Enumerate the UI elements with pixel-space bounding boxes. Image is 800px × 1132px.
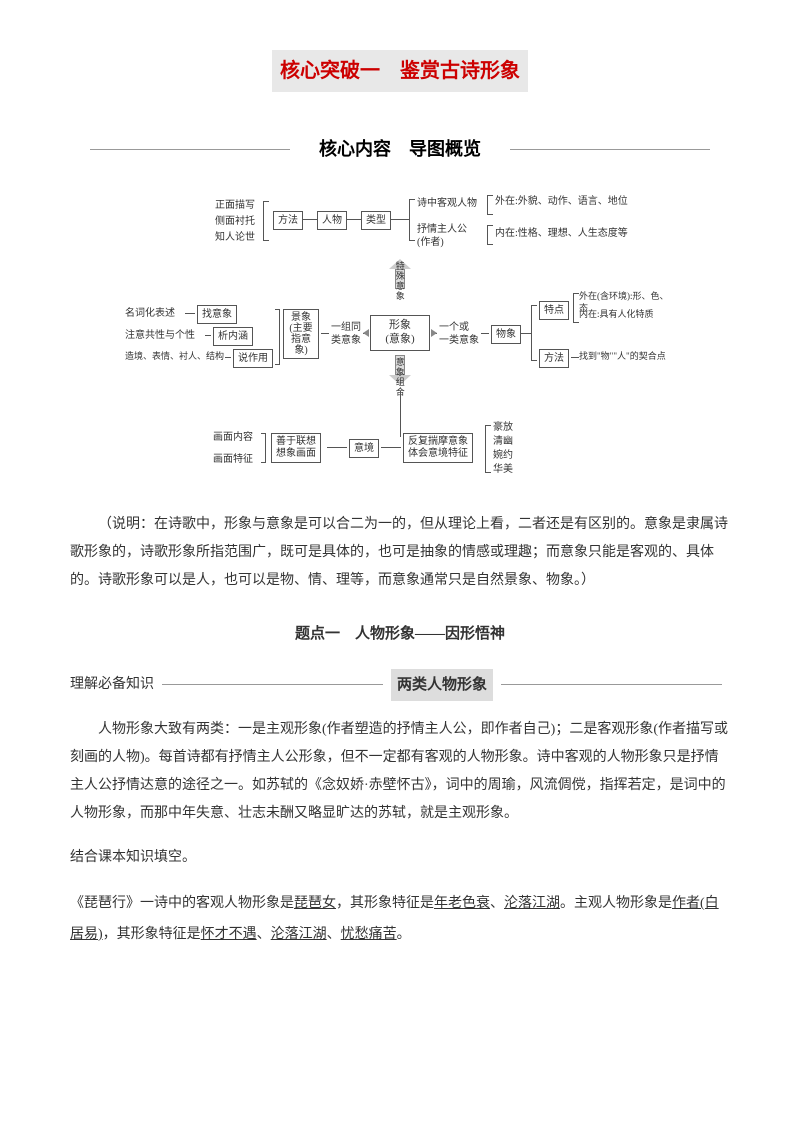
yijing-box: 意境 xyxy=(349,439,379,458)
arrow-left-icon xyxy=(363,329,369,337)
b2: 画面特征 xyxy=(213,453,253,466)
bbox2: 反复揣摩意象 体会意境特征 xyxy=(403,433,473,463)
u: 沦落江湖 xyxy=(271,927,327,942)
t: 。主观人物形象是 xyxy=(560,896,672,911)
top-left-1: 正面描写 xyxy=(215,199,255,212)
t: ，其形象特征是 xyxy=(336,896,434,911)
t: 、 xyxy=(257,927,271,942)
l1: 名词化表述 xyxy=(125,307,175,320)
br3: 婉约 xyxy=(493,449,513,462)
u: 怀才不遇 xyxy=(201,927,257,942)
t: 。 xyxy=(397,927,411,942)
person-box: 人物 xyxy=(317,211,347,230)
br4: 华美 xyxy=(493,463,513,476)
l2: 注意共性与个性 xyxy=(125,329,195,342)
section-heading: 核心内容 导图概览 xyxy=(70,132,730,166)
arrow-right-icon xyxy=(431,329,437,337)
t: 、 xyxy=(490,896,504,911)
br1: 豪放 xyxy=(493,421,513,434)
fill-prompt: 结合课本知识填空。 xyxy=(70,843,730,874)
group-label: 一组同 类意象 xyxy=(331,321,361,347)
method-box2: 方法 xyxy=(539,349,569,368)
body-paragraph: 人物形象大致有两类：一是主观形象(作者塑造的抒情主人公，即作者自己)；二是客观形… xyxy=(70,716,730,828)
obj-person: 诗中客观人物 xyxy=(417,197,477,210)
lb2: 析内涵 xyxy=(213,327,253,346)
section-band: 理解必备知识 两类人物形象 xyxy=(70,669,730,702)
lb3: 说作用 xyxy=(233,349,273,368)
object-box: 物象 xyxy=(491,325,521,344)
top-left-3: 知人论世 xyxy=(215,231,255,244)
b1: 画面内容 xyxy=(213,431,253,444)
band-label: 理解必备知识 xyxy=(70,672,154,699)
l3: 造境、表情、衬人、结构 xyxy=(125,351,224,363)
vert-bottom: 意象组合 xyxy=(393,357,405,397)
lb1: 找意象 xyxy=(197,305,237,324)
t: 《琵琶行》一诗中的客观人物形象是 xyxy=(70,896,294,911)
method-detail: 找到"物""人"的契合点 xyxy=(579,351,666,363)
u: 沦落江湖 xyxy=(504,896,560,911)
band-box: 两类人物形象 xyxy=(391,669,493,702)
u: 忧愁痛苦 xyxy=(341,927,397,942)
center-label: 形象 (意象) xyxy=(385,319,414,345)
u: 年老色衰 xyxy=(434,896,490,911)
page-title: 核心突破一 鉴赏古诗形象 xyxy=(272,50,528,92)
topic-title: 题点一 人物形象——因形悟神 xyxy=(70,620,730,649)
concept-diagram: 形象 (意象) 正面描写 侧面衬托 知人论世 方法 人物 类型 诗中客观人物 抒… xyxy=(125,181,675,501)
bbox1: 善于联想 想象画面 xyxy=(271,433,321,463)
feature-box: 特点 xyxy=(539,301,569,320)
inner-desc: 内在:性格、理想、人生态度等 xyxy=(495,227,628,240)
explanation-paragraph: （说明：在诗歌中，形象与意象是可以合二为一的，但从理论上看，二者还是有区别的。意… xyxy=(70,511,730,595)
feat-in: 内在:具有人化特质 xyxy=(579,309,654,321)
method-box: 方法 xyxy=(273,211,303,230)
fill-answer: 《琵琶行》一诗中的客观人物形象是琵琶女，其形象特征是年老色衰、沦落江湖。主观人物… xyxy=(70,889,730,951)
one-label: 一个或 一类意象 xyxy=(439,321,479,347)
outer-desc: 外在:外貌、动作、语言、地位 xyxy=(495,195,628,208)
t: 、 xyxy=(327,927,341,942)
subj-person: 抒情主人公 (作者) xyxy=(417,223,467,249)
type-box: 类型 xyxy=(361,211,391,230)
t: ，其形象特征是 xyxy=(103,927,201,942)
br2: 清幽 xyxy=(493,435,513,448)
top-left-2: 侧面衬托 xyxy=(215,215,255,228)
scene-box: 景象 (主要 指意 象) xyxy=(283,309,319,359)
center-node: 形象 (意象) xyxy=(370,315,430,351)
vert-top: 特殊意象 xyxy=(393,261,405,301)
u: 琵琶女 xyxy=(294,896,336,911)
